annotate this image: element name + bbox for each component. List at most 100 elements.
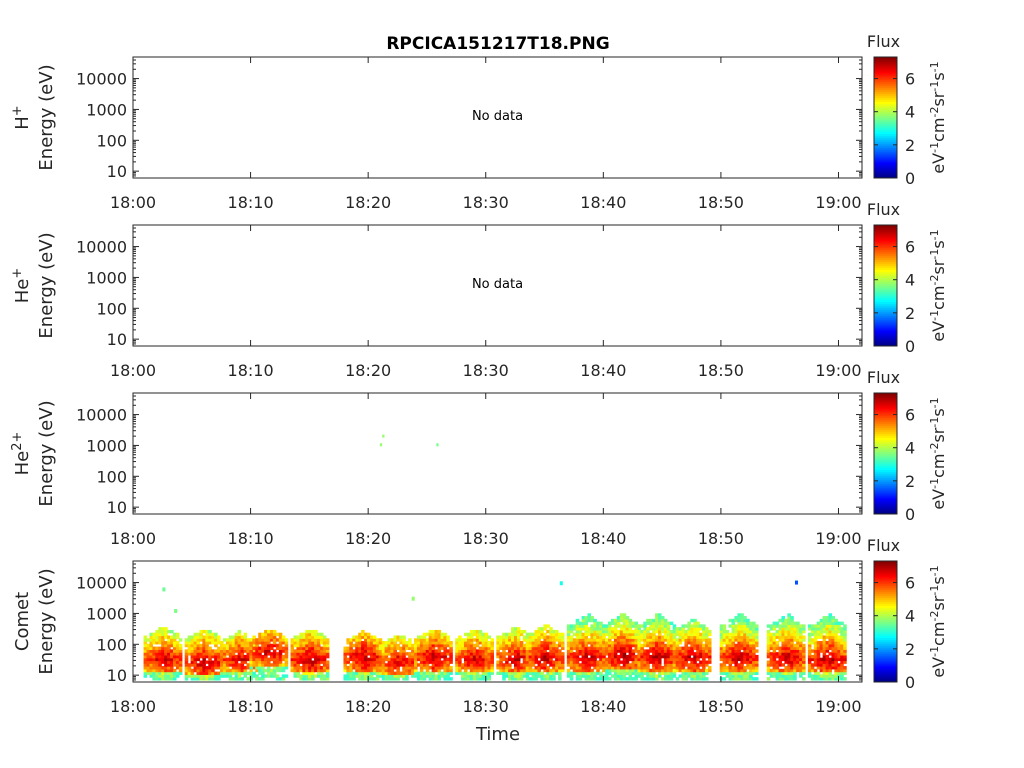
figure-title: RPCICA151217T18.PNG (386, 34, 609, 54)
y-axis-label: Energy (eV) (36, 64, 57, 170)
x-tick-label: 18:40 (580, 529, 626, 548)
colorbar-tick-label: 0 (905, 673, 915, 692)
colorbar (873, 392, 898, 515)
plot-area (133, 57, 862, 178)
burst-7 (414, 629, 453, 681)
x-tick-label: 18:40 (580, 193, 626, 212)
colorbar-tick-label: 6 (905, 406, 915, 425)
burst-8 (455, 629, 494, 681)
data-point-1 (382, 434, 385, 438)
species-label: He+ (10, 268, 34, 304)
colorbar (873, 224, 898, 347)
y-axis-label: Energy (eV) (36, 232, 57, 338)
x-tick-label: 19:00 (815, 529, 861, 548)
colorbar-unit-label: eV-1cm-2sr-1s-1 (928, 397, 949, 509)
x-tick-label: 18:50 (698, 361, 744, 380)
colorbar-title: Flux (867, 200, 900, 219)
x-tick-label: 18:10 (228, 529, 274, 548)
y-tick-label: 10 (107, 162, 127, 181)
burst-0 (143, 627, 183, 681)
x-tick-label: 18:30 (463, 697, 509, 716)
data-point-2 (436, 443, 439, 447)
x-tick-label: 19:00 (815, 361, 861, 380)
y-tick-label: 10000 (76, 70, 127, 89)
x-tick-label: 18:30 (463, 361, 509, 380)
species-label: H+ (10, 105, 34, 129)
colorbar-tick-label: 2 (905, 136, 915, 155)
no-data-text: No data (472, 109, 523, 124)
x-tick-label: 19:00 (815, 697, 861, 716)
y-tick-label: 1000 (86, 100, 127, 119)
panel-he: 10 100 1000 10000 18:00 18:10 18:20 18:30 18:40 1… (10, 200, 949, 380)
axes-box (132, 224, 863, 347)
axes-box (132, 392, 863, 515)
x-axis-label: Time (475, 724, 520, 745)
x-tick-label: 18:10 (228, 697, 274, 716)
x-tick-label: 18:00 (110, 361, 156, 380)
colorbar-tick-label: 6 (905, 574, 915, 593)
isolated-point-3 (559, 581, 563, 586)
colorbar-tick-label: 0 (905, 169, 915, 188)
burst-16 (766, 613, 806, 681)
burst-10 (525, 624, 565, 681)
colorbar-tick-label: 2 (905, 640, 915, 659)
y-tick-label: 10000 (76, 238, 127, 257)
isolated-point-2 (411, 596, 415, 601)
colorbar-title: Flux (867, 536, 900, 555)
x-tick-label: 18:20 (345, 529, 391, 548)
colorbar-tick-label: 2 (905, 472, 915, 491)
x-tick-label: 18:00 (110, 193, 156, 212)
y-tick-label: 10000 (76, 574, 127, 593)
colorbar-tick-label: 4 (905, 607, 915, 626)
x-tick-label: 18:30 (463, 529, 509, 548)
x-tick-label: 18:50 (698, 529, 744, 548)
colorbar-unit-label: eV-1cm-2sr-1s-1 (928, 61, 949, 173)
colorbar-tick-label: 4 (905, 439, 915, 458)
axes-box (132, 560, 863, 683)
panel-comet: 10 100 1000 10000 18:00 18:10 18:20 18:30 18:40 1… (12, 536, 948, 716)
species-label: He2+ (10, 432, 34, 476)
x-tick-label: 18:00 (110, 529, 156, 548)
colorbar-tick-label: 2 (905, 304, 915, 323)
y-tick-label: 1000 (86, 436, 127, 455)
colorbar-tick-label: 6 (905, 70, 915, 89)
x-tick-label: 18:30 (463, 193, 509, 212)
colorbar (873, 560, 898, 683)
colorbar-tick-label: 4 (905, 103, 915, 122)
burst-17 (807, 613, 847, 681)
y-tick-label: 10 (107, 330, 127, 349)
y-tick-label: 10000 (76, 406, 127, 425)
x-tick-label: 18:20 (345, 193, 391, 212)
burst-14 (672, 618, 712, 681)
x-tick-label: 18:20 (345, 361, 391, 380)
y-tick-label: 100 (96, 299, 127, 318)
x-tick-label: 18:50 (698, 193, 744, 212)
plot-area (133, 393, 862, 514)
burst-4 (290, 629, 330, 681)
colorbar-tick-label: 4 (905, 271, 915, 290)
burst-12 (602, 613, 641, 681)
burst-15 (719, 613, 759, 681)
data-point-0 (379, 443, 383, 447)
x-tick-label: 18:20 (345, 697, 391, 716)
no-data-text: No data (472, 277, 523, 292)
x-tick-label: 18:50 (698, 697, 744, 716)
x-tick-label: 18:40 (580, 361, 626, 380)
axes-box (132, 56, 863, 179)
burst-3 (249, 629, 289, 681)
colorbar-tick-label: 0 (905, 337, 915, 356)
species-label: Comet (12, 592, 33, 651)
colorbar-tick-label: 6 (905, 238, 915, 257)
colorbar (873, 56, 898, 179)
colorbar-title: Flux (867, 32, 900, 51)
x-tick-label: 18:40 (580, 697, 626, 716)
burst-1 (184, 629, 224, 681)
isolated-point-4 (794, 580, 798, 585)
x-tick-label: 18:00 (110, 697, 156, 716)
y-tick-label: 100 (96, 467, 127, 486)
colorbar-unit-label: eV-1cm-2sr-1s-1 (928, 229, 949, 341)
y-axis-label: Energy (eV) (36, 568, 57, 674)
colorbar-title: Flux (867, 368, 900, 387)
